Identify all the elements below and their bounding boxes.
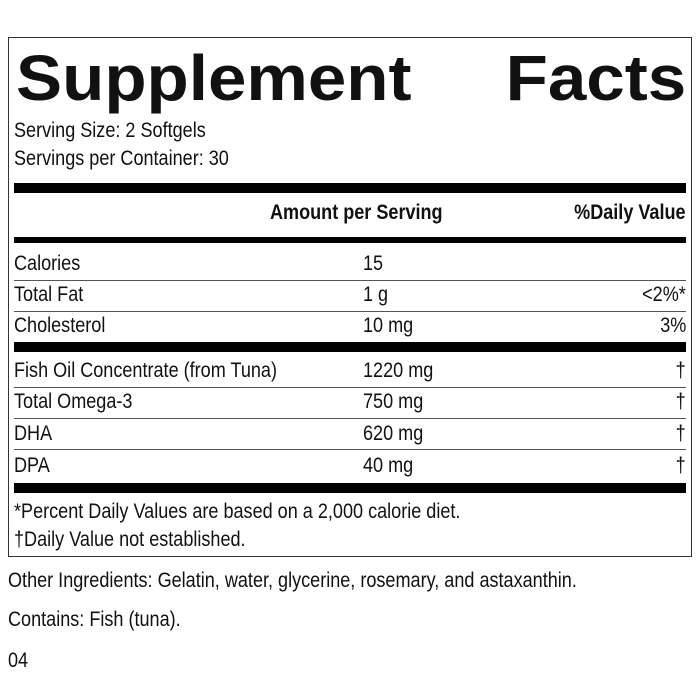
title-word: Supplement [16, 42, 412, 114]
nutrient-name: DHA [14, 422, 53, 445]
header-amount: Amount per Serving [270, 201, 443, 224]
nutrient-amount: 1220 mg [363, 359, 434, 382]
supplement-facts-panel [8, 37, 692, 557]
nutrient-name: Calories [14, 252, 81, 275]
serving-size: Serving Size: 2 Softgels [14, 119, 206, 142]
nutrient-name: Fish Oil Concentrate (from Tuna) [14, 359, 277, 382]
nutrient-name: DPA [14, 454, 50, 477]
row-divider [14, 280, 686, 281]
thick-divider [14, 342, 686, 352]
nutrient-name: Total Omega-3 [14, 390, 133, 413]
medium-divider [14, 237, 686, 243]
nutrient-amount: 750 mg [363, 390, 424, 413]
nutrient-amount: 15 [363, 252, 384, 275]
nutrient-amount: 1 g [363, 283, 389, 306]
nutrient-name: Total Fat [14, 283, 84, 306]
nutrient-name: Cholesterol [14, 314, 106, 337]
nutrient-amount: 10 mg [363, 314, 414, 337]
row-divider [14, 418, 686, 419]
nutrient-amount: 620 mg [363, 422, 424, 445]
product-code: 04 [8, 649, 29, 672]
nutrient-daily-value: <2%* [642, 283, 686, 306]
title-supplement: Supplement [16, 46, 412, 110]
title-facts: Facts [505, 46, 686, 110]
thick-divider [14, 483, 686, 493]
servings-per-container: Servings per Container: 30 [14, 147, 229, 170]
row-divider [14, 449, 686, 450]
nutrient-amount: 40 mg [363, 454, 414, 477]
nutrient-daily-value: † [675, 359, 686, 382]
thick-divider [14, 183, 686, 193]
nutrient-daily-value: † [675, 454, 686, 477]
footnote-dv-not-established: †Daily Value not established. [14, 528, 246, 551]
footnote-percent-dv: *Percent Daily Values are based on a 2,0… [14, 500, 461, 523]
row-divider [14, 311, 686, 312]
other-ingredients: Other Ingredients: Gelatin, water, glyce… [8, 569, 577, 592]
nutrient-daily-value: † [675, 390, 686, 413]
nutrient-daily-value: 3% [659, 314, 686, 337]
title-word: Facts [505, 42, 686, 114]
row-divider [14, 387, 686, 388]
nutrient-daily-value: † [675, 422, 686, 445]
header-daily-value: %Daily Value [574, 201, 686, 224]
allergen-statement: Contains: Fish (tuna). [8, 608, 181, 631]
